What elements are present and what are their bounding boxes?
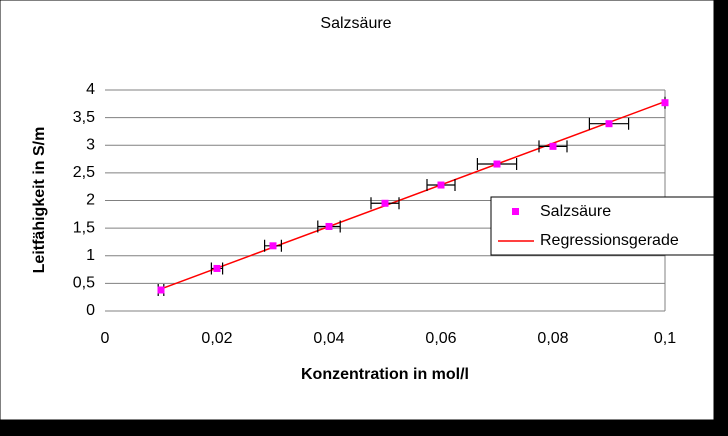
x-tick-label: 0,02	[201, 330, 232, 347]
legend-box	[490, 196, 715, 256]
x-tick-label: 0	[101, 330, 110, 347]
x-tick-label: 0,08	[537, 330, 568, 347]
x-tick-label: 0,04	[313, 330, 344, 347]
point	[437, 181, 445, 189]
point	[157, 286, 165, 294]
legend-label: Salzsäure	[540, 203, 611, 220]
point	[325, 222, 333, 230]
y-tick-label: 2	[86, 192, 95, 209]
y-axis-label: Leitfähigkeit in S/m	[31, 127, 48, 274]
y-tick-label: 2,5	[73, 164, 95, 181]
y-tick-label: 3	[86, 136, 95, 153]
y-tick-label: 0	[86, 302, 95, 319]
point	[269, 242, 277, 250]
x-tick-label: 0,1	[654, 330, 676, 347]
y-tick-label: 1,5	[73, 219, 95, 236]
point	[493, 160, 501, 168]
y-tick-label: 0,5	[73, 275, 95, 292]
x-axis-label: Konzentration in mol/l	[301, 366, 469, 383]
chart-title: Salzsäure	[320, 15, 391, 32]
point	[213, 264, 221, 272]
y-tick-label: 4	[86, 81, 95, 98]
point	[661, 99, 669, 107]
point	[549, 142, 557, 150]
y-tick-label: 3,5	[73, 109, 95, 126]
regression-line	[160, 100, 666, 290]
point	[605, 120, 613, 128]
legend-marker	[512, 208, 519, 215]
legend-label: Regressionsgerade	[540, 232, 679, 249]
y-tick-label: 1	[86, 247, 95, 264]
point	[381, 199, 389, 207]
x-tick-label: 0,06	[425, 330, 456, 347]
